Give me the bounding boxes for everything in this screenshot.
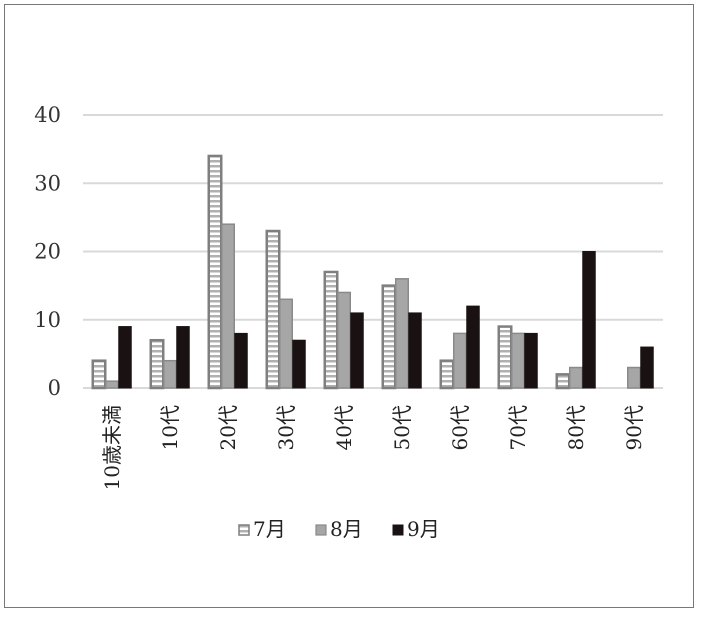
bar-2-1 <box>105 380 119 389</box>
bar-1-7 <box>439 359 455 390</box>
legend: 7月 8月 9月 <box>238 517 440 541</box>
y-tick-label-10: 10 <box>34 308 61 332</box>
bar-1-6 <box>381 284 397 390</box>
x-axis-labels: 10歳未満 10代 20代 30代 40代 50代 60代 70代 80代 90代 <box>100 405 646 490</box>
bar-2-10 <box>627 366 641 389</box>
bar-1-9 <box>555 373 571 390</box>
bar-3-6 <box>408 312 422 389</box>
bar-3-4 <box>292 339 306 389</box>
bar-1-4 <box>265 229 281 390</box>
bar-2-4 <box>279 298 293 389</box>
x-tick-label-4: 30代 <box>274 405 298 450</box>
x-tick-label-6: 50代 <box>390 405 414 450</box>
x-tick-label-5: 40代 <box>332 405 356 450</box>
bar-1-1 <box>91 359 107 390</box>
bar-2-3 <box>221 223 235 389</box>
bars <box>91 154 654 390</box>
bar-1-2 <box>149 338 165 390</box>
bar-2-8 <box>511 332 525 389</box>
bar-3-7 <box>466 305 480 389</box>
legend-label-2: 8月 <box>330 517 363 541</box>
bar-2-5 <box>337 291 351 389</box>
bar-2-2 <box>163 359 177 389</box>
x-tick-label-9: 80代 <box>564 405 588 450</box>
x-tick-label-2: 10代 <box>158 405 182 450</box>
y-tick-label-40: 40 <box>34 103 61 127</box>
legend-swatch-1 <box>238 524 250 536</box>
gridlines <box>83 114 663 389</box>
bar-chart: 0 10 20 30 40 10歳未満 10代 20代 30代 40代 50代 60代 70代 80代 9… <box>34 103 663 541</box>
x-tick-label-7: 60代 <box>448 405 472 450</box>
bar-1-3 <box>207 154 223 390</box>
bar-3-3 <box>234 332 248 389</box>
bar-3-8 <box>524 332 538 389</box>
bar-3-5 <box>350 312 364 389</box>
bar-3-10 <box>640 346 654 389</box>
x-tick-label-8: 70代 <box>506 405 530 450</box>
x-tick-label-3: 20代 <box>216 405 240 450</box>
y-tick-label-20: 20 <box>34 240 61 264</box>
x-tick-label-10: 90代 <box>622 405 646 450</box>
bar-1-5 <box>323 270 339 390</box>
chart-frame: 0 10 20 30 40 10歳未満 10代 20代 30代 40代 50代 60代 70代 80代 9… <box>4 4 694 608</box>
bar-3-1 <box>118 326 132 389</box>
bar-2-6 <box>395 278 409 389</box>
bar-2-9 <box>569 366 583 389</box>
y-tick-label-0: 0 <box>48 376 61 400</box>
x-tick-label-1: 10歳未満 <box>100 405 124 490</box>
bar-3-2 <box>176 326 190 389</box>
y-tick-label-30: 30 <box>34 171 61 195</box>
legend-swatch-3 <box>392 524 404 536</box>
legend-swatch-2 <box>315 524 327 536</box>
legend-label-3: 9月 <box>407 517 440 541</box>
legend-label-1: 7月 <box>253 517 286 541</box>
bar-3-9 <box>582 251 596 389</box>
bar-1-8 <box>497 325 513 390</box>
bar-2-7 <box>453 332 467 389</box>
y-axis-ticks: 0 10 20 30 40 <box>34 103 61 400</box>
